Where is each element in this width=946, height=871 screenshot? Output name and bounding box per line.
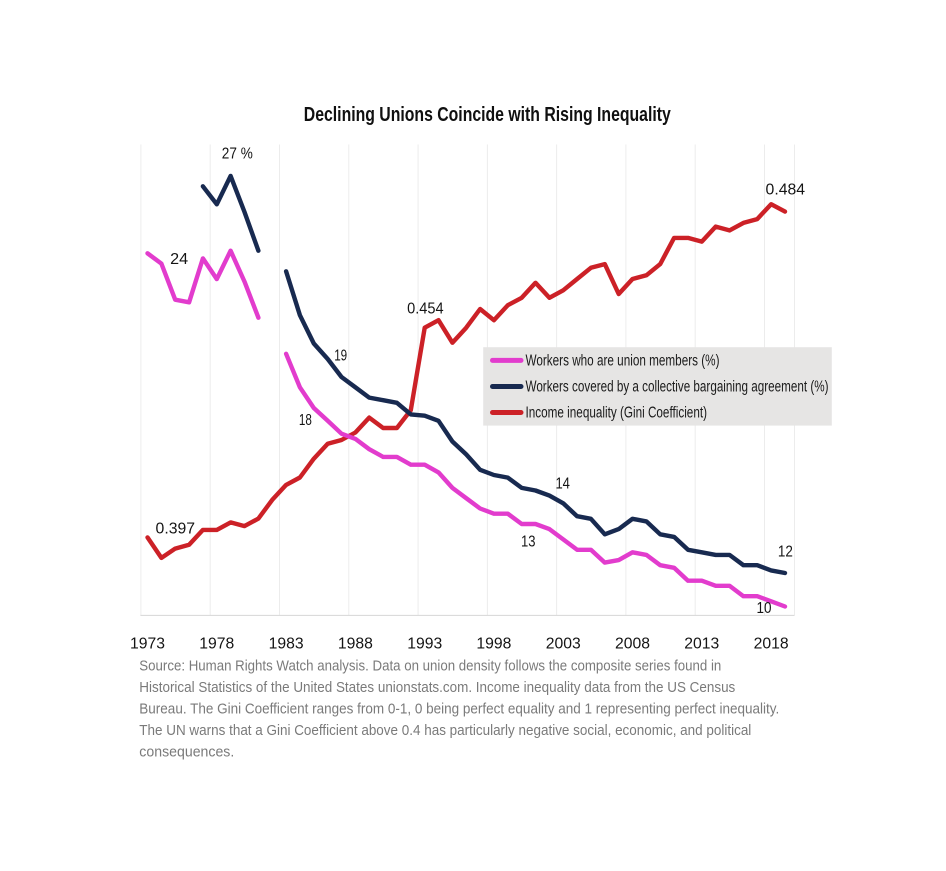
svg-text:Declining Unions Coincide with: Declining Unions Coincide with Rising In… [304,104,672,126]
svg-text:10: 10 [757,600,772,617]
svg-text:13: 13 [521,534,536,551]
svg-text:Historical Statistics of the U: Historical Statistics of the United Stat… [139,679,735,696]
svg-text:2013: 2013 [684,636,719,653]
svg-text:19: 19 [334,348,347,365]
svg-text:27 %: 27 % [222,146,253,163]
svg-text:1978: 1978 [199,636,234,653]
svg-text:0.484: 0.484 [766,182,806,199]
svg-text:1973: 1973 [130,636,165,653]
svg-text:24: 24 [170,251,188,268]
svg-text:Workers covered by a collectiv: Workers covered by a collective bargaini… [526,379,829,396]
svg-text:1983: 1983 [269,636,304,653]
svg-text:The UN warns that a Gini Coeff: The UN warns that a Gini Coefficient abo… [139,722,751,739]
svg-text:14: 14 [555,476,570,493]
svg-text:Bureau. The Gini Coefficient r: Bureau. The Gini Coefficient ranges from… [139,701,779,718]
svg-text:2003: 2003 [546,636,581,653]
svg-text:Source: Human Rights Watch ana: Source: Human Rights Watch analysis. Dat… [139,658,721,675]
svg-text:Income inequality (Gini Coeffi: Income inequality (Gini Coefficient) [526,405,708,422]
svg-text:1993: 1993 [407,636,442,653]
svg-text:Workers who are union members: Workers who are union members (%) [526,353,720,370]
svg-text:0.397: 0.397 [156,521,196,538]
svg-text:2008: 2008 [615,636,650,653]
svg-text:0.454: 0.454 [407,301,444,318]
svg-text:18: 18 [299,412,312,429]
svg-text:12: 12 [778,544,793,561]
svg-text:2018: 2018 [754,636,789,653]
svg-text:1998: 1998 [476,636,511,653]
svg-text:1988: 1988 [338,636,373,653]
svg-text:consequences.: consequences. [139,744,234,761]
